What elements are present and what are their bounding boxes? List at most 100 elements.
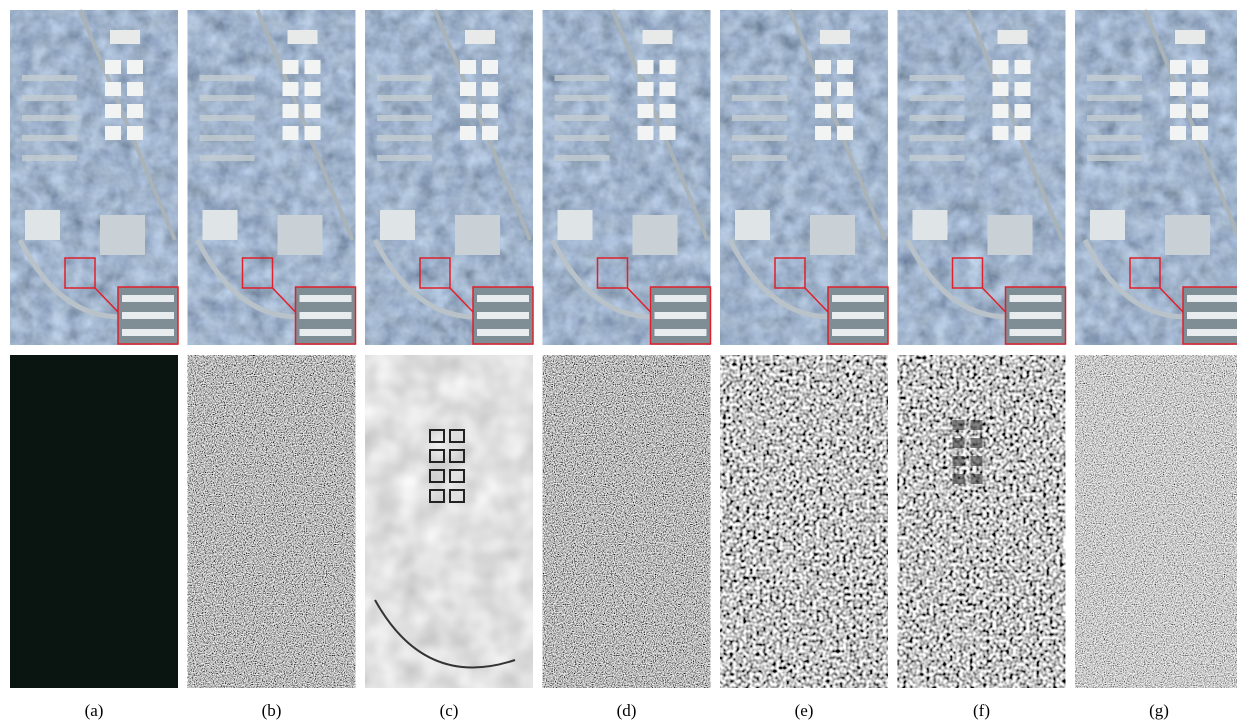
building [465, 30, 495, 44]
building [993, 60, 1009, 74]
building [127, 60, 143, 74]
parking-row [1087, 155, 1142, 161]
building [127, 104, 143, 118]
building [482, 104, 498, 118]
building [837, 60, 853, 74]
parking-row [22, 95, 77, 101]
inset-row [1187, 312, 1237, 319]
building [820, 30, 850, 44]
building [460, 60, 476, 74]
panel-label: (f) [973, 701, 990, 720]
inset-row [1187, 329, 1237, 336]
edge-structure [971, 420, 983, 430]
building [1015, 104, 1031, 118]
panel-label: (d) [617, 701, 637, 720]
building [815, 60, 831, 74]
building [460, 104, 476, 118]
building [638, 126, 654, 140]
building [380, 210, 415, 240]
building [283, 104, 299, 118]
panel-label: (e) [795, 701, 814, 720]
residual-map [898, 355, 1066, 688]
parking-row [200, 135, 255, 141]
panel-label: (a) [85, 701, 104, 720]
parking-row [377, 115, 432, 121]
parking-row [200, 75, 255, 81]
parking-row [732, 75, 787, 81]
edge-structure [953, 438, 965, 448]
edge-structure [953, 456, 965, 466]
residual-map [720, 355, 888, 688]
parking-row [910, 75, 965, 81]
inset-row [300, 329, 352, 336]
building [815, 126, 831, 140]
parking-row [200, 95, 255, 101]
building [1090, 210, 1125, 240]
building [1015, 82, 1031, 96]
satellite-image [543, 10, 711, 345]
building [1170, 104, 1186, 118]
inset-row [655, 329, 707, 336]
inset-row [300, 312, 352, 319]
parking-row [910, 155, 965, 161]
building [993, 126, 1009, 140]
parking-row [555, 95, 610, 101]
edge-structure [953, 474, 965, 484]
building [305, 104, 321, 118]
residual-map [10, 355, 178, 688]
building [283, 82, 299, 96]
building [1170, 126, 1186, 140]
building [127, 82, 143, 96]
parking-row [732, 155, 787, 161]
edge-structure [971, 438, 983, 448]
building [837, 104, 853, 118]
building [1170, 82, 1186, 96]
inset-row [655, 312, 707, 319]
inset-row [122, 312, 174, 319]
inset-row [477, 295, 529, 302]
edge-structure [953, 420, 965, 430]
building [735, 210, 770, 240]
building [1015, 126, 1031, 140]
panel-label: (g) [1149, 701, 1169, 720]
parking-row [910, 95, 965, 101]
building [998, 30, 1028, 44]
building [1192, 104, 1208, 118]
building [993, 104, 1009, 118]
panel-label: (b) [262, 701, 282, 720]
parking-row [910, 115, 965, 121]
building [482, 60, 498, 74]
building [660, 104, 676, 118]
building [633, 215, 678, 255]
parking-row [1087, 95, 1142, 101]
building [1170, 60, 1186, 74]
building [638, 60, 654, 74]
building [305, 126, 321, 140]
inset-row [1010, 329, 1062, 336]
inset-row [300, 295, 352, 302]
building [460, 82, 476, 96]
panel-label: (c) [440, 701, 459, 720]
parking-row [1087, 135, 1142, 141]
parking-row [732, 135, 787, 141]
parking-row [555, 75, 610, 81]
parking-row [200, 115, 255, 121]
parking-row [377, 135, 432, 141]
inset-row [832, 295, 884, 302]
residual-map [543, 355, 711, 688]
inset-row [832, 329, 884, 336]
parking-row [200, 155, 255, 161]
parking-row [732, 95, 787, 101]
building [660, 60, 676, 74]
building [305, 82, 321, 96]
building [638, 82, 654, 96]
building [100, 215, 145, 255]
edge-structure [971, 456, 983, 466]
parking-row [910, 135, 965, 141]
parking-row [22, 135, 77, 141]
building [127, 126, 143, 140]
satellite-image [188, 10, 356, 345]
building [1175, 30, 1205, 44]
parking-row [555, 155, 610, 161]
satellite-image [720, 10, 888, 345]
